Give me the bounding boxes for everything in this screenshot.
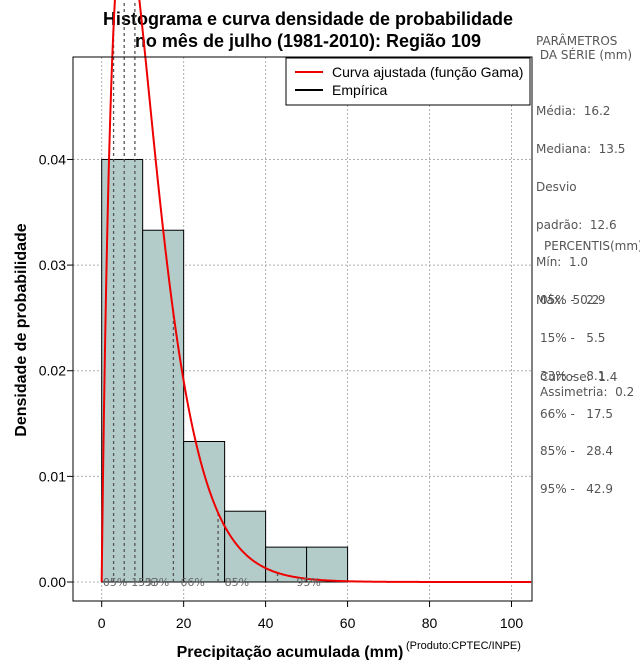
percentile-label-2: 33% <box>145 576 169 589</box>
param-min: Mín: 1.0 <box>536 255 589 270</box>
param-max: Máx: 50.2 <box>536 293 600 308</box>
x-tick-label-1: 20 <box>176 615 192 631</box>
percentil-33: 33% - 8.1 <box>540 368 606 383</box>
percentis-title: PERCENTIS(mm) <box>544 239 640 253</box>
histogram-bar-0 <box>101 158 144 583</box>
histogram-bar-1 <box>142 229 185 583</box>
y-axis-label: Densidade de probabilidade <box>13 223 30 436</box>
percentil-05: 05% - 2.9 <box>540 293 606 308</box>
x-tick-label-2: 40 <box>258 615 274 631</box>
x-axis-label: Precipitação acumulada (mm) <box>177 644 404 660</box>
x-tick-label-3: 60 <box>340 615 356 631</box>
param-median: Mediana: 13.5 <box>536 141 626 156</box>
legend-box <box>285 57 531 106</box>
x-tick-label-0: 0 <box>98 615 106 631</box>
percentile-label-3: 66% <box>180 576 204 589</box>
percentil-95: 95% - 42.9 <box>540 482 613 497</box>
legend-label-1: Empírica <box>332 82 387 98</box>
chart-title-line1: Histograma e curva densidade de probabil… <box>102 9 514 29</box>
params-title-1: PARÂMETROS <box>536 34 618 48</box>
params-list: Média: 16.2 Mediana: 13.5 Desvio padrão:… <box>536 80 625 319</box>
percentis-list: 05% - 2.9 15% - 5.5 33% - 8.1 66% - 17.5… <box>540 269 613 508</box>
percentil-66: 66% - 17.5 <box>540 406 613 421</box>
x-tick-label-5: 100 <box>500 615 524 631</box>
legend-label-0: Curva ajustada (função Gama) <box>332 64 523 80</box>
y-tick-label-3: 0.03 <box>39 257 66 273</box>
y-tick-label-4: 0.04 <box>39 151 66 167</box>
percentile-label-5: 95% <box>296 576 320 589</box>
param-std: padrão: 12.6 <box>536 217 617 232</box>
histogram-bar-3 <box>224 510 267 583</box>
percentile-label-4: 85% <box>225 576 249 589</box>
params-title-2: DA SÉRIE (mm) <box>536 48 633 62</box>
percentile-label-1: 15% <box>131 576 155 589</box>
y-tick-label-1: 0.01 <box>39 468 66 484</box>
curtose: Curtose: 1.4 <box>540 370 618 384</box>
param-std-label: Desvio <box>536 179 577 194</box>
percentil-15: 15% - 5.5 <box>540 330 606 345</box>
y-tick-label-2: 0.02 <box>39 363 66 379</box>
gamma-curve-line <box>100 0 532 583</box>
plot-frame <box>72 56 533 602</box>
histogram-bar-5 <box>306 546 349 583</box>
product-credit: (Produto:CPTEC/INPE) <box>406 640 521 652</box>
y-tick-label-0: 0.00 <box>39 574 66 590</box>
assimetria: Assimetria: 0.2 <box>540 385 635 399</box>
x-tick-label-4: 80 <box>422 615 438 631</box>
chart-title-line2: no mês de julho (1981-2010): Região 109 <box>134 31 482 51</box>
percentil-85: 85% - 28.4 <box>540 444 613 459</box>
param-mean: Média: 16.2 <box>536 104 611 119</box>
percentile-label-0: 05% <box>103 576 127 589</box>
